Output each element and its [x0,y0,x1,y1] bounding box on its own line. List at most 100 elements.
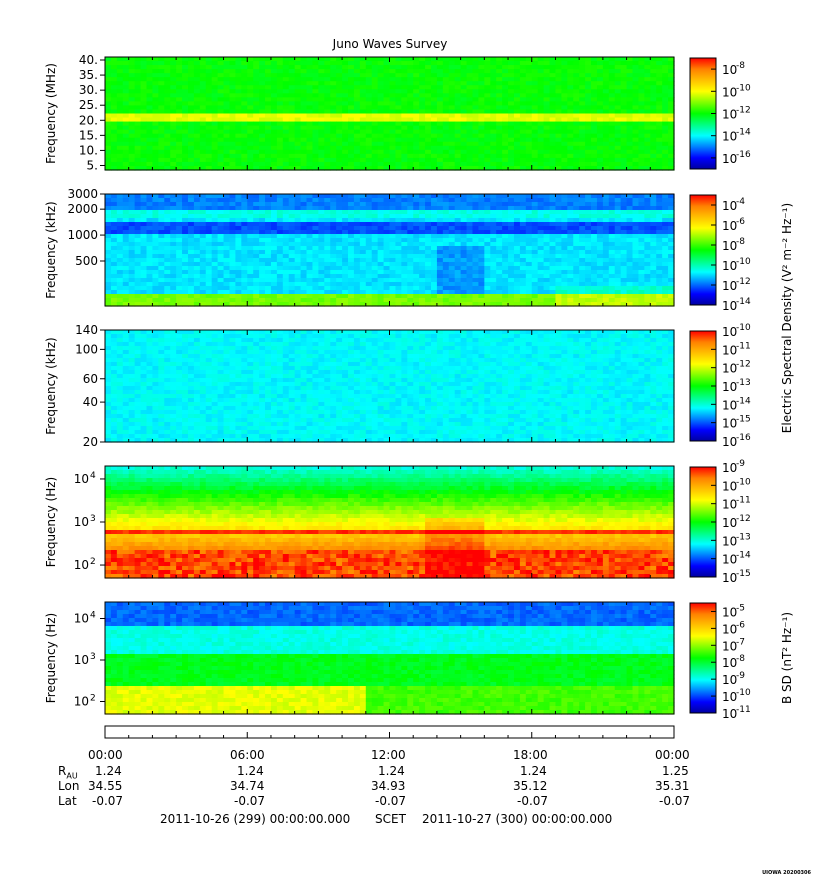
heatmap-cell [502,153,509,159]
heatmap-cell [508,218,515,223]
heatmap-cell [377,278,385,283]
heatmap-cell [644,81,651,86]
heatmap-cell [170,198,177,203]
heatmap-cell [478,242,485,247]
heatmap-cell [650,218,657,223]
heatmap-cell [525,246,533,251]
heatmap-cell [567,161,574,167]
heatmap-cell [122,278,130,283]
heatmap-cell [199,141,207,147]
heatmap-cell [187,214,195,219]
heatmap-cell [448,69,456,74]
heatmap-cell [164,194,171,199]
heatmap-cell [573,105,580,111]
heatmap-cell [182,250,189,255]
heatmap-cell [336,141,343,147]
heatmap-cell [199,218,207,223]
heatmap-cell [567,258,574,263]
heatmap-cell [502,270,509,275]
heatmap-cell [176,137,183,143]
heatmap-cell [620,198,628,203]
heatmap-cell [537,266,545,271]
heatmap-cell [217,133,225,139]
heatmap-cell [348,214,355,219]
heatmap-cell [543,137,551,143]
heatmap-cell [614,270,622,275]
heatmap-cell [561,214,568,219]
heatmap-cell [318,165,325,171]
heatmap-cell [638,81,645,86]
heatmap-cell [371,113,379,119]
heatmap-cell [128,121,136,127]
heatmap-cell [513,157,521,163]
heatmap-cell [430,113,438,119]
heatmap-cell [608,121,616,127]
heatmap-cell [419,141,426,147]
heatmap-cell [116,230,124,235]
heatmap-cell [116,218,124,223]
heatmap-cell [371,238,379,243]
heatmap-cell [324,97,331,102]
heatmap-cell [419,278,426,283]
heatmap-cell [353,93,361,98]
heatmap-cell [259,109,266,115]
heatmap-cell [448,234,456,239]
heatmap-cell [508,157,515,163]
heatmap-cell [140,149,148,155]
heatmap-cell [436,250,444,255]
heatmap-cell [525,153,533,159]
heatmap-cell [134,274,142,279]
heatmap-cell [359,274,367,279]
heatmap-cell [247,234,254,239]
heatmap-cell [668,109,675,115]
heatmap-cell [152,194,159,199]
heatmap-cell [247,149,254,155]
heatmap-cell [140,85,148,90]
heatmap-cell [513,97,521,102]
heatmap-cell [407,77,414,82]
heatmap-cell [294,266,302,271]
heatmap-cell [128,222,136,227]
heatmap-cell [270,157,278,163]
heatmap-cell [288,194,296,199]
heatmap-cell [377,230,385,235]
heatmap-cell [555,161,562,167]
heatmap-cell [537,145,545,151]
heatmap-cell [425,226,432,231]
heatmap-cell [205,238,213,243]
heatmap-cell [116,165,124,171]
heatmap-cell [668,101,675,107]
heatmap-cell [288,242,296,247]
heatmap-cell [199,105,207,111]
heatmap-cell [122,226,130,231]
heatmap-cell [330,258,337,263]
heatmap-cell [217,266,225,271]
heatmap-cell [407,266,414,271]
heatmap-cell [116,145,124,151]
heatmap-cell [656,278,663,283]
heatmap-cell [182,65,189,70]
heatmap-cell [288,262,296,267]
heatmap-cell [502,113,509,119]
heatmap-cell [389,125,397,131]
heatmap-cell [389,61,397,66]
heatmap-cell [348,246,355,251]
heatmap-cell [567,238,574,243]
heatmap-cell [241,274,248,279]
heatmap-cell [211,133,219,139]
heatmap-cell [318,206,325,211]
heatmap-cell [638,246,645,251]
heatmap-cell [561,234,568,239]
heatmap-cell [294,141,302,147]
heatmap-cell [270,214,278,219]
heatmap-cell [460,161,468,167]
heatmap-cell [146,145,154,151]
heatmap-cell [602,109,610,115]
heatmap-cell [407,214,414,219]
heatmap-cell [602,133,610,139]
heatmap-cell [330,230,337,235]
heatmap-cell [217,117,225,123]
heatmap-cell [235,274,242,279]
heatmap-cell [235,117,242,123]
heatmap-cell [389,282,397,287]
